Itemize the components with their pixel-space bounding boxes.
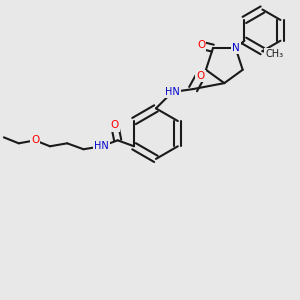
Text: HN: HN (94, 141, 109, 151)
Text: O: O (197, 40, 205, 50)
Text: O: O (31, 135, 39, 145)
Text: N: N (232, 43, 239, 53)
Text: O: O (196, 71, 205, 81)
Text: CH₃: CH₃ (265, 49, 284, 59)
Text: HN: HN (165, 87, 180, 97)
Text: O: O (111, 121, 119, 130)
